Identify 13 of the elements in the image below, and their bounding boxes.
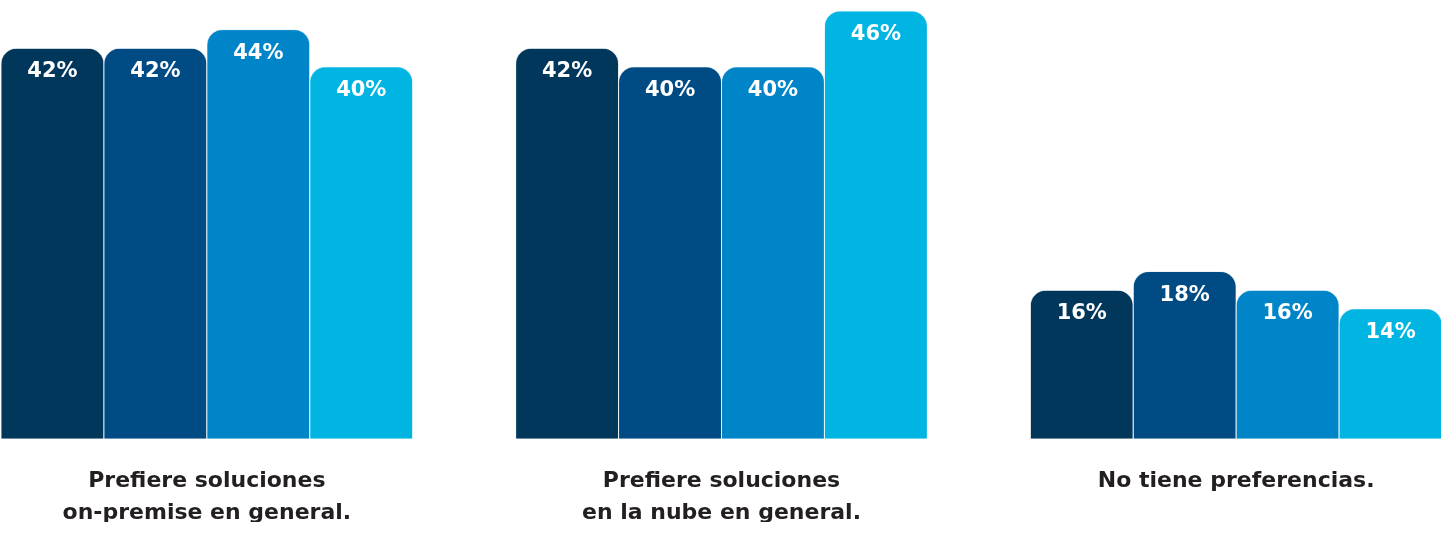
data-label: 44% xyxy=(233,39,284,64)
data-label: 42% xyxy=(27,58,78,83)
data-label: 16% xyxy=(1262,300,1313,325)
x-tick-label: No tiene preferencias. xyxy=(1097,466,1375,492)
data-label: 42% xyxy=(130,58,181,83)
data-label: 42% xyxy=(541,58,593,83)
data-label: 14% xyxy=(1365,318,1416,343)
data-label: 40% xyxy=(336,76,387,101)
data-label: 18% xyxy=(1159,281,1210,306)
data-label: 16% xyxy=(1056,300,1107,325)
data-label: 40% xyxy=(747,76,799,101)
data-label: 46% xyxy=(850,21,902,45)
data-label: 40% xyxy=(644,76,696,101)
